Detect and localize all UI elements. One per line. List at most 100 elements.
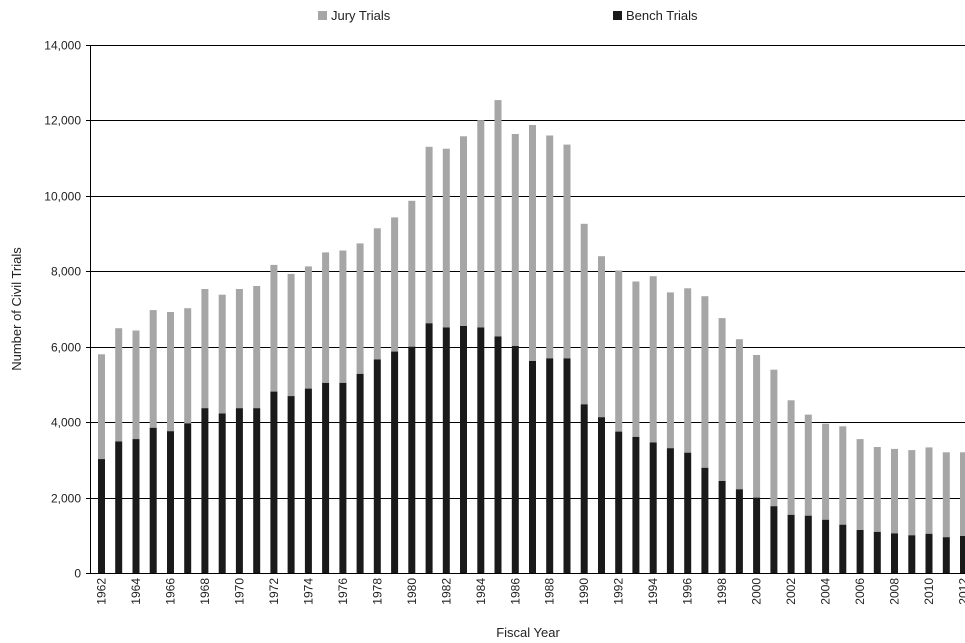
bar-jury-1979 [391,217,399,352]
x-axis-title: Fiscal Year [496,625,560,640]
bar-bench-1982 [442,327,450,573]
bar-bench-1995 [666,448,674,573]
bar-jury-1991 [598,256,605,418]
bar-jury-2004 [822,423,830,520]
y-axis-ticks: 0 2,000 4,000 6,000 8,000 10,000 12,000 14,000 [44,39,90,581]
x-tick-label: 2008 [888,578,902,605]
bar-jury-1998 [718,318,726,481]
bar-bench-2011 [942,537,950,573]
bar-bench-1991 [598,417,605,573]
bar-bench-1987 [529,361,536,573]
bar-jury-1974 [304,266,312,389]
bar-bench-2006 [856,530,864,573]
x-tick-label: 1982 [439,578,453,605]
x-tick-label: 1996 [681,578,695,605]
bar-jury-1971 [253,286,261,409]
bar-bench-1968 [201,408,209,573]
bar-jury-2007 [873,447,881,532]
x-tick-label: 1988 [543,578,557,605]
bar-bench-2012 [960,536,965,573]
bar-bench-2002 [787,514,795,573]
bar-bench-1996 [684,452,692,573]
bar-bench-2001 [770,506,778,573]
bar-jury-1982 [442,148,450,328]
y-tick-label: 0 [74,567,81,581]
bar-bench-2005 [839,524,847,573]
bar-jury-1963 [115,328,123,442]
x-tick-label: 1992 [612,578,626,605]
y-tick-label: 10,000 [44,190,81,204]
bar-bench-1990 [580,404,588,573]
bar-jury-1981 [425,146,433,324]
y-tick-label: 12,000 [44,114,81,128]
bar-jury-1996 [684,288,692,453]
y-tick-label: 6,000 [51,341,81,355]
bar-jury-1994 [649,276,657,443]
bar-jury-2001 [770,369,778,507]
bar-jury-2006 [856,439,864,530]
legend: Jury Trials Bench Trials [318,8,698,23]
bar-jury-1967 [184,308,192,424]
bar-jury-1987 [529,125,536,362]
bar-bench-1967 [184,423,192,573]
bar-bench-1983 [460,326,467,573]
bar-bench-1969 [218,413,226,573]
bar-bench-1986 [511,346,519,573]
bar-jury-1973 [287,273,295,397]
bar-jury-1965 [149,310,157,428]
bar-bench-1992 [615,431,623,573]
bar-jury-1997 [701,296,709,468]
bar-bench-2003 [804,515,812,573]
y-axis-title: Number of Civil Trials [9,247,24,371]
bar-jury-1980 [408,200,416,347]
x-tick-label: 1994 [646,578,660,605]
bar-bench-1994 [649,442,657,573]
x-tick-label: 1980 [405,578,419,605]
bar-bench-1979 [391,351,399,573]
bar-jury-2003 [804,414,812,516]
bar-bench-1974 [304,388,312,573]
bar-jury-1964 [132,330,140,440]
y-tick-label: 8,000 [51,265,81,279]
bar-jury-1984 [477,120,485,328]
bar-bench-1975 [322,382,330,573]
y-tick-label: 2,000 [51,492,81,506]
legend-swatch-jury [318,11,327,20]
x-tick-label: 1976 [336,578,350,605]
x-tick-label: 2000 [750,578,764,605]
x-tick-label: 1986 [508,578,522,605]
bar-jury-1975 [322,252,330,383]
bar-jury-1993 [632,281,640,437]
legend-label-bench: Bench Trials [626,8,698,23]
bar-bench-1993 [632,436,640,573]
bar-bench-1971 [253,408,261,573]
bar-bench-2009 [908,535,916,573]
bar-bench-1999 [735,489,743,573]
x-tick-label: 1990 [577,578,591,605]
bar-bench-2000 [753,497,761,573]
x-tick-label: 2004 [819,578,833,605]
bar-jury-1983 [460,136,467,326]
bar-jury-2012 [960,452,965,536]
bar-bench-1988 [546,358,554,573]
bar-jury-1966 [167,312,174,432]
bar-bench-1964 [132,439,140,573]
bar-jury-1972 [270,264,278,392]
bar-jury-1995 [666,292,674,449]
legend-label-jury: Jury Trials [331,8,391,23]
x-tick-label: 1978 [370,578,384,605]
bar-jury-1992 [615,270,623,432]
x-tick-label: 2002 [784,578,798,605]
bar-bench-2007 [873,531,881,573]
bar-jury-1978 [373,228,381,360]
bar-bench-1972 [270,391,278,573]
bar-bench-1998 [718,481,726,573]
bar-bench-1965 [149,427,157,573]
bar-jury-1976 [339,250,347,383]
bar-jury-1985 [494,100,502,337]
x-tick-label: 1970 [232,578,246,605]
x-tick-label: 2012 [957,578,965,605]
bar-jury-2005 [839,426,847,525]
x-tick-label: 1974 [301,578,315,605]
bar-bench-2010 [925,533,933,573]
